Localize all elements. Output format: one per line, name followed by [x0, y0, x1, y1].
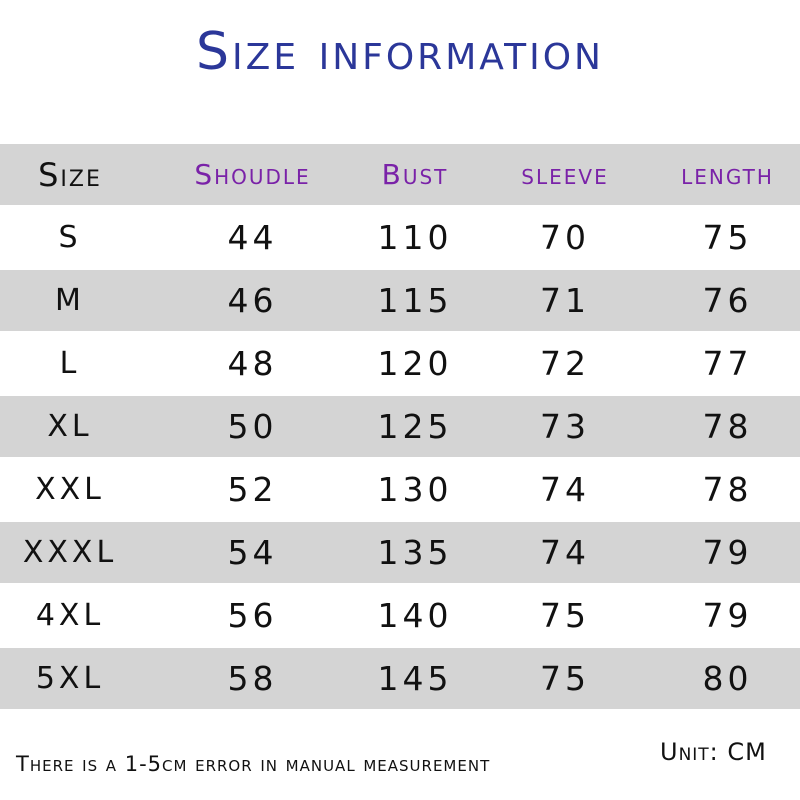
header-size: Size: [38, 155, 102, 194]
cell-size: XL: [47, 409, 93, 444]
unit-label: Unit: CM: [660, 738, 767, 766]
cell-bust: 120: [377, 344, 453, 383]
cell-length: 79: [702, 596, 753, 635]
table-row: S 44 110 70 75: [0, 206, 800, 269]
cell-shoulder: 46: [227, 281, 278, 320]
header-sleeve: sleeve: [521, 158, 609, 191]
cell-size: L: [59, 346, 81, 381]
cell-sleeve: 73: [540, 407, 590, 446]
cell-sleeve: 74: [540, 470, 590, 509]
table-header-row: Size Shoudle Bust sleeve length: [0, 144, 800, 205]
cell-size: XXXL: [22, 535, 118, 570]
header-bust: Bust: [381, 158, 449, 191]
cell-length: 78: [702, 470, 753, 509]
cell-shoulder: 58: [227, 659, 278, 698]
cell-shoulder: 54: [227, 533, 278, 572]
cell-shoulder: 50: [227, 407, 278, 446]
cell-size: S: [58, 220, 82, 255]
cell-sleeve: 75: [540, 659, 590, 698]
table-row: XXXL 54 135 74 79: [0, 522, 800, 583]
cell-shoulder: 48: [227, 344, 278, 383]
measurement-note: There is a 1-5cm error in manual measure…: [16, 752, 491, 776]
cell-length: 76: [702, 281, 753, 320]
table-row: 5XL 58 145 75 80: [0, 648, 800, 709]
table-row: XL 50 125 73 78: [0, 396, 800, 457]
cell-length: 78: [702, 407, 753, 446]
cell-sleeve: 72: [540, 344, 590, 383]
cell-sleeve: 70: [540, 218, 590, 257]
cell-bust: 135: [377, 533, 453, 572]
header-length: length: [681, 158, 774, 191]
cell-bust: 125: [377, 407, 453, 446]
cell-shoulder: 52: [227, 470, 278, 509]
header-shoulder: Shoudle: [194, 158, 311, 191]
cell-bust: 110: [377, 218, 453, 257]
cell-bust: 145: [377, 659, 453, 698]
cell-size: XXL: [35, 472, 105, 507]
cell-length: 77: [702, 344, 753, 383]
cell-length: 79: [702, 533, 753, 572]
cell-bust: 140: [377, 596, 453, 635]
table-row: 4XL 56 140 75 79: [0, 584, 800, 647]
cell-sleeve: 71: [540, 281, 590, 320]
cell-size: M: [55, 283, 85, 318]
cell-bust: 115: [377, 281, 453, 320]
table-row: XXL 52 130 74 78: [0, 458, 800, 521]
table-row: M 46 115 71 76: [0, 270, 800, 331]
cell-shoulder: 56: [227, 596, 278, 635]
page-title: Size information: [196, 22, 604, 82]
cell-size: 5XL: [35, 661, 105, 696]
cell-length: 80: [702, 659, 753, 698]
cell-size: 4XL: [35, 598, 105, 633]
size-table: Size Shoudle Bust sleeve length S 44 110 70…: [0, 143, 800, 710]
cell-sleeve: 75: [540, 596, 590, 635]
cell-length: 75: [702, 218, 753, 257]
cell-shoulder: 44: [227, 218, 278, 257]
table-row: L 48 120 72 77: [0, 332, 800, 395]
cell-bust: 130: [377, 470, 453, 509]
cell-sleeve: 74: [540, 533, 590, 572]
